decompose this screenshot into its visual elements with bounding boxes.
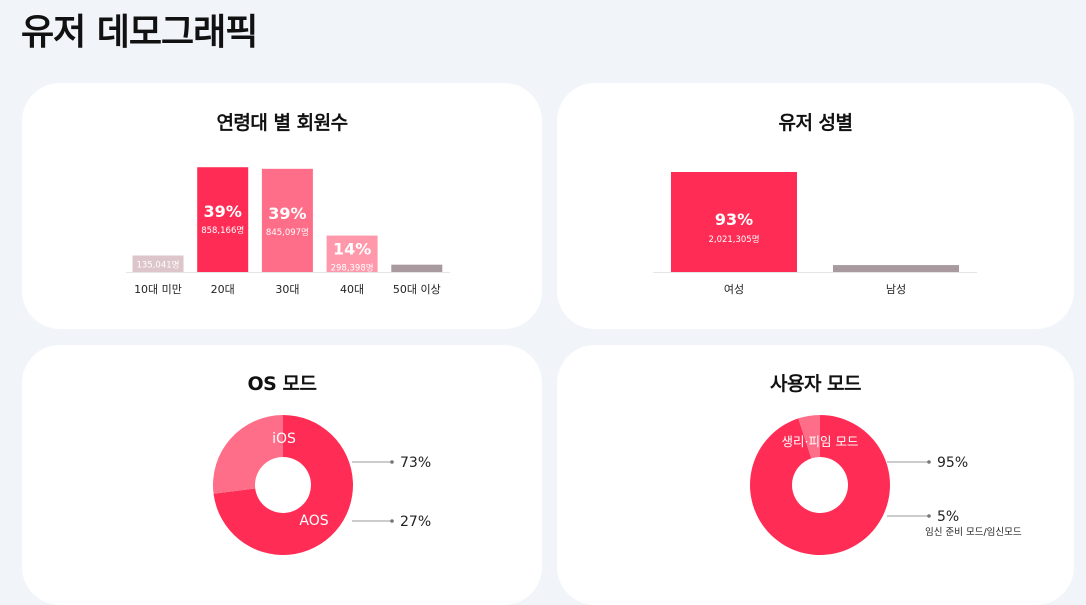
age-bar (391, 264, 443, 272)
age-bar (197, 167, 249, 272)
mode-leader-dot (927, 514, 931, 518)
mode-chart-title: 사용자 모드 (769, 373, 862, 395)
gender-chart-title: 유저 성별 (778, 112, 853, 134)
age-bar-count-label: 858,166명 (201, 225, 244, 236)
gender-bar (671, 172, 797, 272)
os-leader-dot (390, 460, 394, 464)
mode-slice-label: 생리·피임 모드 (782, 434, 859, 449)
mode-percent-label: 5% (937, 509, 959, 525)
os-slice (213, 415, 283, 494)
os-donut-chart: iOS 73% AOS 27% (213, 415, 431, 555)
age-category-label: 40대 (340, 283, 364, 296)
gender-bar-count-label: 2,021,305명 (708, 234, 759, 245)
gender-bar (833, 265, 959, 272)
age-chart-card: 연령대 별 회원수 135,041명 10대 미만 39% 858,166명 20대 39… (22, 83, 542, 329)
os-slice-label: iOS (272, 431, 296, 447)
age-chart-title: 연령대 별 회원수 (216, 112, 348, 134)
age-bar-count-label: 298,398명 (331, 263, 374, 274)
age-bar-percent-label: 39% (268, 204, 306, 223)
gender-bar-percent-label: 93% (715, 210, 753, 229)
age-bar-percent-label: 14% (333, 240, 371, 259)
os-slice (213, 415, 353, 555)
gender-category-label: 남성 (886, 283, 906, 296)
age-bar (326, 235, 378, 272)
page-title: 유저 데모그래픽 (21, 12, 258, 53)
mode-percent-label: 95% (937, 455, 968, 471)
age-category-label: 50대 이상 (393, 283, 441, 296)
os-leader-dot (390, 519, 394, 523)
mode-slice-note: 임신 준비 모드/임신모드 (925, 526, 1022, 538)
age-category-label: 30대 (275, 283, 299, 296)
os-chart-card: OS 모드 iOS 73% AOS 27% (22, 345, 542, 605)
age-category-label: 20대 (211, 283, 235, 296)
age-bar (261, 168, 313, 272)
mode-slice (798, 415, 820, 459)
gender-category-label: 여성 (724, 283, 744, 296)
age-bar-count-label: 135,041명 (137, 259, 180, 270)
os-percent-label: 73% (400, 455, 431, 471)
age-category-label: 10대 미만 (134, 283, 182, 296)
os-percent-label: 27% (400, 514, 431, 530)
age-bar-chart: 135,041명 10대 미만 39% 858,166명 20대 39% 845,097명 3… (126, 167, 450, 296)
mode-chart-card: 사용자 모드 생리·피임 모드 95% 5% 임신 준비 모드/임신모드 (557, 345, 1074, 605)
age-bar (132, 255, 184, 272)
age-bar-count-label: 845,097명 (266, 227, 309, 238)
mode-slice (750, 415, 890, 555)
age-bar-percent-label: 39% (204, 202, 242, 221)
os-slice-label: AOS (299, 513, 328, 529)
mode-donut-chart: 생리·피임 모드 95% 5%임신 준비 모드/임신모드 (750, 415, 1022, 555)
os-chart-title: OS 모드 (247, 373, 317, 395)
mode-leader-dot (927, 460, 931, 464)
